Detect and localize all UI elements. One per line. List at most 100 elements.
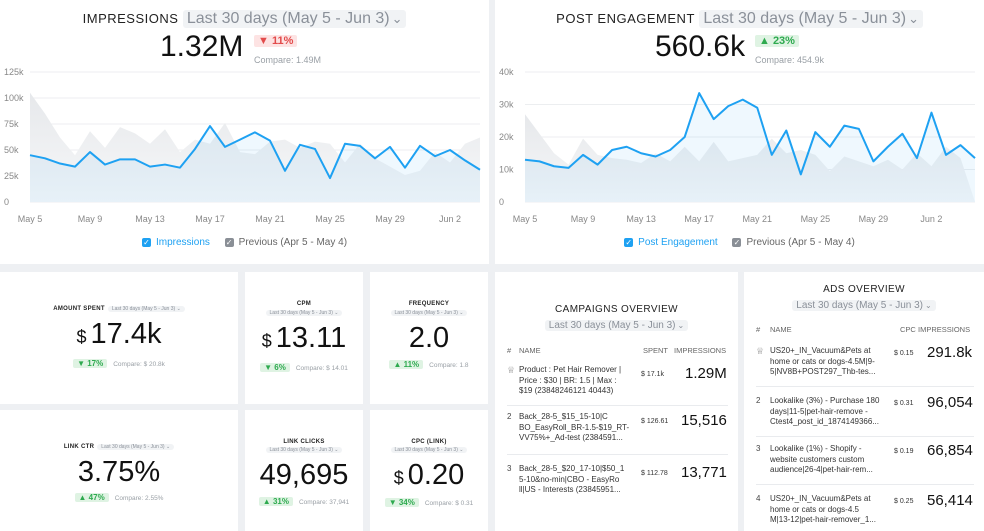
kpi-title: CPM [245, 301, 363, 307]
ads-title: ADS OVERVIEW [823, 284, 905, 295]
kpi-title-label: LINK CLICKS [283, 439, 325, 445]
y-tick-label: 0 [499, 197, 504, 207]
kpi-amount-spent: AMOUNT SPENT Last 30 days (May 5 - Jun 3)… [0, 272, 238, 404]
ad-impressions: 291.8k [927, 344, 973, 361]
legend-impressions-label: Impressions [155, 237, 210, 248]
kpi-value-number: 2.0 [408, 322, 450, 354]
kpi-footer: ▲ 11% Compare: 1.8 [370, 360, 488, 369]
x-tick-label: May 29 [375, 214, 405, 224]
kpi-cpc-link: CPC (LINK) Last 30 days (May 5 - Jun 3) … [370, 410, 488, 531]
kpi-range-label: Last 30 days (May 5 - Jun 3) [269, 310, 333, 316]
col-header-impressions: IMPRESSIONS [674, 346, 727, 355]
checkbox-checked-icon: ✓ [732, 238, 742, 247]
x-tick-label: Jun 2 [920, 214, 942, 224]
kpi-value: 49,695 [245, 459, 363, 492]
y-tick-label: 125k [4, 67, 24, 77]
ad-impressions: 56,414 [927, 492, 973, 509]
col-header-num: # [507, 346, 512, 355]
ad-cpc: $ 0.15 [894, 350, 914, 357]
x-tick-label: Jun 2 [439, 214, 461, 224]
ads-range-label: Last 30 days (May 5 - Jun 3) [796, 300, 924, 311]
kpi-delta-badge: ▲ 47% [74, 493, 109, 502]
kpi-link-ctr: LINK CTR Last 30 days (May 5 - Jun 3) ⌄ 3… [0, 410, 238, 531]
kpi-value-number: 0.20 [407, 459, 465, 491]
impressions-area-chart: 125k 100k 75k 50k 25k 0 May 5 May 9 May 13 May 17… [4, 67, 481, 224]
kpi-link-clicks: LINK CLICKS Last 30 days (May 5 - Jun 3)… [245, 410, 363, 531]
campaign-name: Back_28-5_$15_15-10|C BO_EasyRoll_BR-1.5-… [519, 412, 630, 442]
kpi-range-select[interactable]: Last 30 days (May 5 - Jun 3) ⌄ [97, 444, 175, 450]
ad-impressions: 96,054 [927, 394, 973, 411]
impressions-delta-badge: ▼ 11% [254, 35, 298, 47]
chevron-down-icon: ⌄ [391, 11, 403, 26]
x-tick-label: May 5 [18, 214, 43, 224]
impressions-value: 1.32M [160, 30, 244, 63]
kpi-title-label: AMOUNT SPENT [53, 306, 105, 312]
kpi-value: 2.0 [370, 322, 488, 355]
engagement-range-select[interactable]: Last 30 days (May 5 - Jun 3) ⌄ [699, 10, 923, 28]
kpi-title: LINK CLICKS [245, 439, 363, 445]
y-tick-label: 25k [4, 171, 19, 181]
kpi-footer: ▼ 6% Compare: $ 14.01 [245, 363, 363, 372]
engagement-chart-card: POST ENGAGEMENT Last 30 days (May 5 - Ju… [495, 0, 984, 264]
engagement-delta-badge: ▲ 23% [755, 35, 799, 47]
kpi-currency: $ [261, 331, 272, 351]
campaigns-range-select[interactable]: Last 30 days (May 5 - Jun 3) ⌄ [495, 320, 738, 331]
kpi-range-select[interactable]: Last 30 days (May 5 - Jun 3) ⌄ [370, 447, 488, 453]
checkbox-checked-icon: ✓ [141, 238, 151, 247]
kpi-title: LINK CTR Last 30 days (May 5 - Jun 3) ⌄ [0, 444, 238, 450]
kpi-delta-badge: ▼ 34% [384, 498, 419, 507]
kpi-range-select[interactable]: Last 30 days (May 5 - Jun 3) ⌄ [245, 447, 363, 453]
chevron-down-icon: ⌄ [908, 11, 919, 26]
row-number: 2 [507, 412, 512, 421]
ad-name: US20+_IN_Vacuum&Pets at home or cats or d… [770, 494, 876, 524]
impressions-range-label: Last 30 days (May 5 - Jun 3) [186, 10, 390, 27]
ad-name: US20+_IN_Vacuum&Pets at home or cats or d… [770, 346, 876, 376]
checkbox-checked-icon: ✓ [224, 238, 234, 247]
ads-range-select[interactable]: Last 30 days (May 5 - Jun 3) ⌄ [744, 300, 984, 311]
kpi-compare: Compare: $ 20.8k [113, 361, 165, 368]
legend-previous[interactable]: ✓ Previous (Apr 5 - May 4) [732, 237, 855, 248]
campaign-spent: $ 17.1k [641, 371, 664, 378]
legend-previous-label: Previous (Apr 5 - May 4) [238, 237, 348, 248]
col-header-name: NAME [770, 325, 792, 334]
kpi-delta-badge: ▲ 31% [258, 497, 293, 506]
x-tick-label: May 21 [255, 214, 285, 224]
ad-cpc: $ 0.31 [894, 400, 914, 407]
ads-overview-card: ADS OVERVIEW Last 30 days (May 5 - Jun 3… [744, 272, 984, 531]
y-tick-label: 0 [4, 197, 9, 207]
kpi-compare: Compare: 37,941 [298, 499, 350, 506]
kpi-value-number: 3.75% [77, 456, 161, 488]
campaign-name: Back_28-5_$20_17-10|$50_1 5-10&no-min|CBO… [519, 464, 625, 494]
kpi-delta-badge: ▼ 17% [73, 359, 108, 368]
impressions-range-select[interactable]: Last 30 days (May 5 - Jun 3) ⌄ [182, 10, 407, 28]
y-tick-label: 50k [4, 145, 19, 155]
legend-impressions[interactable]: ✓ Impressions [141, 237, 210, 248]
trophy-icon: ♕ [507, 365, 516, 375]
kpi-value-number: 13.11 [275, 322, 347, 354]
col-header-impressions: IMPRESSIONS [918, 325, 971, 334]
impressions-compare: Compare: 1.49M [254, 55, 322, 65]
kpi-value-number: 49,695 [259, 459, 349, 491]
row-number: 2 [756, 396, 761, 405]
campaign-impressions: 13,771 [681, 464, 727, 481]
kpi-value-number: 17.4k [90, 318, 162, 350]
ad-cpc: $ 0.19 [894, 448, 914, 455]
legend-previous[interactable]: ✓ Previous (Apr 5 - May 4) [224, 237, 348, 248]
kpi-delta-badge: ▲ 11% [389, 360, 424, 369]
legend-engagement[interactable]: ✓ Post Engagement [624, 237, 718, 248]
kpi-range-select[interactable]: Last 30 days (May 5 - Jun 3) ⌄ [245, 310, 363, 316]
campaign-impressions: 1.29M [685, 365, 727, 382]
engagement-range-label: Last 30 days (May 5 - Jun 3) [703, 10, 907, 27]
kpi-range-label: Last 30 days (May 5 - Jun 3) [101, 444, 165, 450]
kpi-range-select[interactable]: Last 30 days (May 5 - Jun 3) ⌄ [370, 310, 488, 316]
legend-engagement-label: Post Engagement [638, 237, 718, 248]
kpi-range-select[interactable]: Last 30 days (May 5 - Jun 3) ⌄ [107, 306, 185, 312]
engagement-header: POST ENGAGEMENT Last 30 days (May 5 - Ju… [495, 10, 984, 28]
kpi-title-label: LINK CTR [63, 444, 95, 450]
kpi-value: $0.20 [370, 459, 488, 492]
x-tick-label: May 25 [315, 214, 345, 224]
campaign-impressions: 15,516 [681, 412, 727, 429]
row-number: 4 [756, 494, 761, 503]
x-tick-label: May 17 [195, 214, 225, 224]
impressions-legend: ✓ Impressions ✓ Previous (Apr 5 - May 4) [0, 237, 489, 248]
